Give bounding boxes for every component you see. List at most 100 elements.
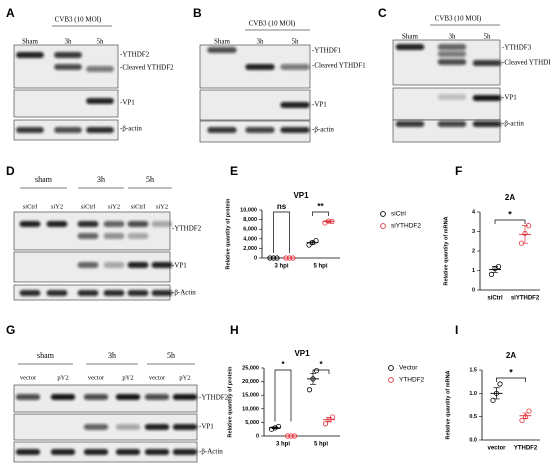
y-tick-label: 2,000 xyxy=(243,246,257,252)
group-label: sham xyxy=(35,175,53,184)
blot-header: CVB3 (10 MOI) xyxy=(249,20,296,28)
error-bar xyxy=(272,426,278,430)
band xyxy=(115,394,141,400)
y-tick-label: 1.5 xyxy=(469,367,477,373)
band xyxy=(77,262,99,268)
band xyxy=(207,127,237,133)
significance-label: * xyxy=(509,367,513,377)
y-tick-label: 0.0 xyxy=(469,437,477,443)
significance-bracket xyxy=(494,219,526,224)
band xyxy=(77,233,99,239)
band xyxy=(16,127,44,133)
significance-label: ns xyxy=(277,202,287,211)
band xyxy=(437,51,467,57)
band xyxy=(54,64,82,70)
y-tick-label: 6,000 xyxy=(243,227,257,233)
error-bar xyxy=(522,225,528,244)
panel-letter: B xyxy=(193,6,202,20)
band xyxy=(46,290,68,296)
y-tick-label: 0.5 xyxy=(469,414,477,420)
lane-label: siCtrl xyxy=(131,203,146,210)
legend-label: Vector xyxy=(399,365,418,372)
significance-label: * xyxy=(508,209,512,219)
band xyxy=(207,47,237,53)
band xyxy=(103,221,125,227)
band xyxy=(103,290,125,296)
band xyxy=(172,449,198,455)
data-point xyxy=(322,421,329,427)
band xyxy=(437,44,467,50)
band xyxy=(54,52,82,58)
band xyxy=(103,233,125,239)
band xyxy=(172,394,198,400)
data-point xyxy=(268,426,275,432)
panel-letter: I xyxy=(455,323,458,337)
band xyxy=(472,60,502,66)
y-tick-label: 8,000 xyxy=(243,217,257,223)
y-tick-label: 0 xyxy=(254,255,257,261)
band xyxy=(280,102,310,108)
y-tick-label: 4 xyxy=(472,209,476,215)
significance-bracket xyxy=(273,211,290,253)
group-label: 5h xyxy=(146,175,154,184)
band xyxy=(50,449,76,455)
data-point xyxy=(306,387,313,393)
band xyxy=(86,127,114,133)
band xyxy=(280,127,310,133)
lane-label: 5h xyxy=(484,33,492,41)
lane-label: 3h xyxy=(65,38,73,46)
band-label: -VP1 xyxy=(120,99,135,107)
y-tick-label: 4,000 xyxy=(243,236,257,242)
band xyxy=(437,94,467,100)
lane-label: vector xyxy=(20,374,37,381)
lane-label: 5h xyxy=(292,38,300,46)
band xyxy=(151,262,173,268)
band-label: -VP1 xyxy=(502,94,517,102)
y-tick-label: 10,000 xyxy=(240,207,257,213)
band xyxy=(280,64,310,70)
band xyxy=(50,394,76,400)
error-bar xyxy=(325,220,332,223)
significance-bracket xyxy=(312,369,330,374)
x-tick-label: 3 hpi xyxy=(274,264,288,270)
error-bar xyxy=(493,387,500,400)
band xyxy=(19,290,41,296)
legend-label: YTHDF2 xyxy=(399,377,425,384)
y-tick-label: 1.0 xyxy=(469,391,477,397)
y-tick-label: 0 xyxy=(256,433,259,439)
band-label: -YTHDF2 xyxy=(120,51,150,59)
band xyxy=(115,449,141,455)
band xyxy=(83,394,109,400)
lane-label: pY2 xyxy=(57,374,68,381)
x-tick-label: siCtrl xyxy=(487,296,503,302)
legend-marker xyxy=(380,223,386,229)
band xyxy=(54,127,82,133)
panel-letter: C xyxy=(378,6,387,20)
band-label: -β-actin xyxy=(120,125,142,133)
band xyxy=(86,98,114,104)
band xyxy=(127,221,149,227)
band-label: -β-Actin xyxy=(172,289,196,297)
y-axis-label: Relative quantity of protein xyxy=(227,366,233,438)
y-tick-label: 3 xyxy=(472,229,475,235)
band xyxy=(172,424,198,430)
lane-label: 3h xyxy=(449,33,457,41)
group-label: 3h xyxy=(97,175,105,184)
group-label: 3h xyxy=(108,351,116,360)
y-tick-label: 1 xyxy=(472,268,475,274)
y-tick-label: 10,000 xyxy=(242,406,259,412)
x-tick-label: siYTHDF2 xyxy=(511,296,540,302)
band-label: -YTHDF3 xyxy=(502,44,532,52)
band xyxy=(15,394,41,400)
blot-box xyxy=(392,87,501,121)
legend-label: siYTHDF2 xyxy=(391,223,421,230)
lane-label: 5h xyxy=(97,38,105,46)
lane-label: siY2 xyxy=(51,203,63,210)
lane-label: siCtrl xyxy=(81,203,96,210)
chart-title: VP1 xyxy=(293,191,309,200)
error-bar xyxy=(522,412,529,419)
data-point xyxy=(490,397,496,403)
band-label: -Cleaved YTHDF1 xyxy=(312,62,366,70)
panel-letter: A xyxy=(6,6,15,20)
data-point xyxy=(519,417,525,423)
